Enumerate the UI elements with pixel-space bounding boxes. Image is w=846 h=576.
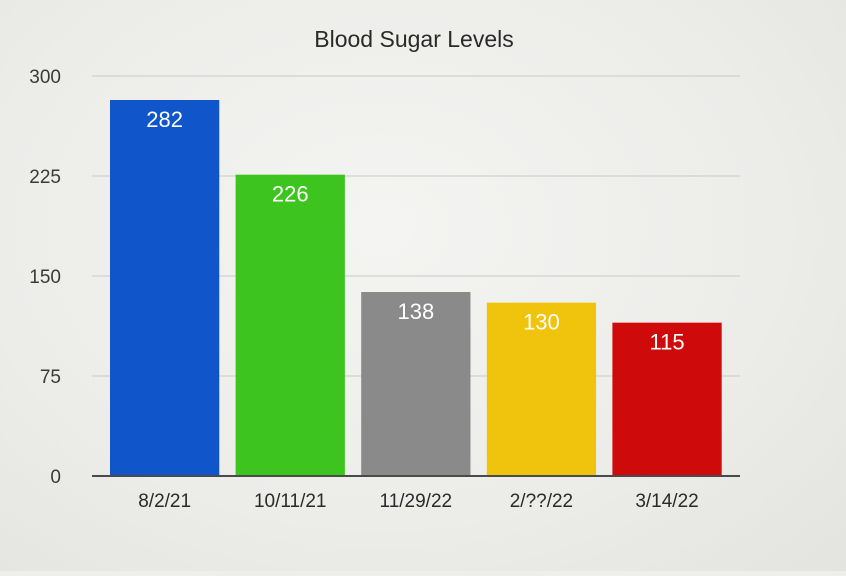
bar bbox=[110, 100, 220, 476]
bar bbox=[235, 174, 345, 476]
bar bbox=[361, 292, 471, 476]
y-axis-ticks: 0 75 150 225 300 bbox=[29, 67, 61, 488]
bar-value-label: 138 bbox=[397, 299, 434, 324]
bars bbox=[110, 100, 722, 476]
bar-value-label: 282 bbox=[146, 107, 183, 132]
x-axis-ticks: 8/2/21 10/11/21 11/29/22 2/??/22 3/14/22 bbox=[138, 491, 699, 512]
data-labels: 282 226 138 130 115 bbox=[146, 107, 684, 355]
x-tick-label: 2/??/22 bbox=[510, 491, 573, 512]
y-tick-label: 150 bbox=[29, 267, 61, 288]
x-tick-label: 10/11/21 bbox=[254, 491, 327, 512]
y-tick-label: 0 bbox=[50, 467, 61, 488]
x-tick-label: 11/29/22 bbox=[380, 491, 453, 512]
y-tick-label: 75 bbox=[40, 367, 61, 388]
bar bbox=[612, 322, 722, 476]
x-tick-label: 8/2/21 bbox=[138, 491, 191, 512]
bar-value-label: 226 bbox=[272, 182, 309, 207]
chart-title: Blood Sugar Levels bbox=[314, 26, 513, 52]
bar-value-label: 115 bbox=[649, 330, 684, 355]
bar-value-label: 130 bbox=[523, 310, 560, 335]
x-tick-label: 3/14/22 bbox=[635, 491, 698, 512]
y-tick-label: 300 bbox=[29, 67, 61, 88]
bar bbox=[486, 302, 597, 476]
y-tick-label: 225 bbox=[29, 167, 61, 188]
